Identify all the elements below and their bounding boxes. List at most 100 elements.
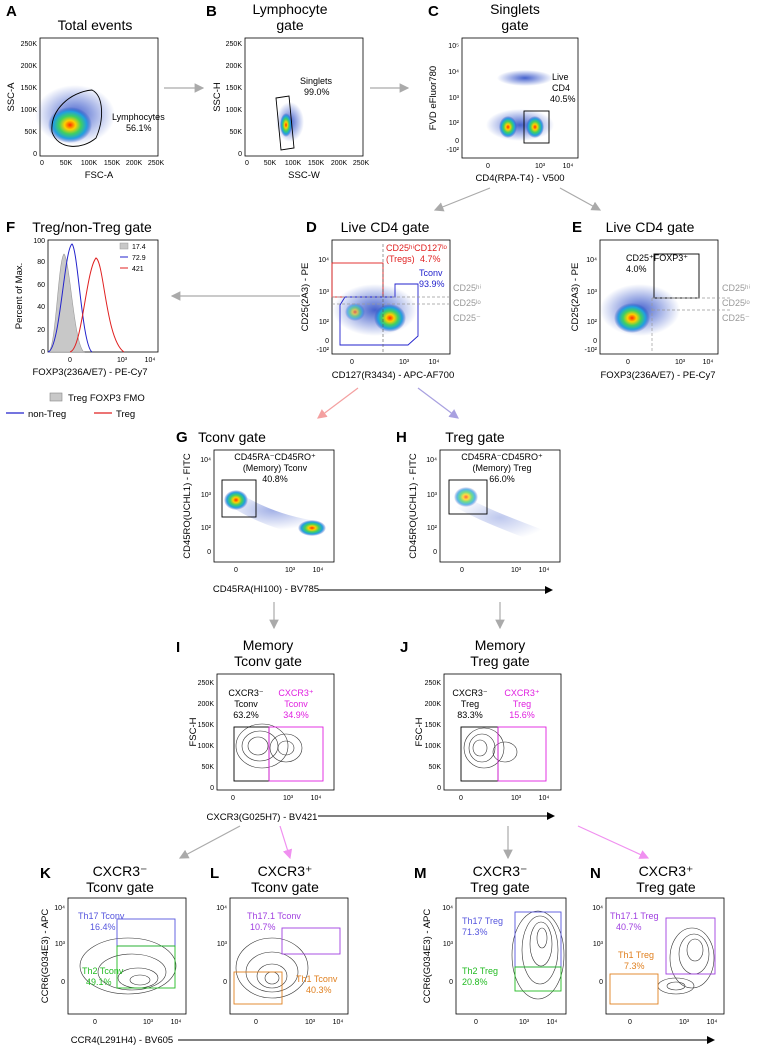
cxcr3-pos-gate (268, 726, 324, 782)
panel-letter: A (6, 3, 17, 20)
tick: 0 (433, 549, 437, 556)
tick: 10⁴ (171, 1019, 182, 1026)
y-axis-label: FVD eFluor780 (428, 66, 439, 130)
tick: 10² (201, 525, 212, 532)
plot-area (605, 897, 725, 1015)
tick: 10³ (443, 941, 454, 948)
gate-pct: 10.7% (250, 922, 276, 932)
gate-label: CXCR3⁺ (504, 688, 540, 698)
gate-label: CD25⁺FOXP3⁺ (626, 253, 688, 263)
gate-label: CD25ʰⁱCD127ˡᵒ (386, 243, 447, 253)
tick: 100K (198, 743, 215, 750)
gate-label: Th17.1 Treg (610, 911, 659, 921)
gate-label-2: Treg (461, 699, 479, 709)
gate-label: CXCR3⁻ (228, 688, 264, 698)
fmo-swatch (119, 242, 129, 250)
density-hotspot (526, 116, 544, 138)
panel-letter: B (206, 3, 217, 20)
y-ticks: 0 50K 100K 150K 200K 250K (198, 680, 215, 792)
tick: 10³ (305, 1019, 316, 1026)
panel-title: CXCR3⁺ (639, 863, 694, 879)
tick: 0 (455, 138, 459, 145)
gate-pct: 66.0% (489, 474, 515, 484)
tick: 150K (104, 160, 121, 167)
tick: 10³ (535, 163, 546, 170)
panel-i: I Memory Tconv gate CXCR3⁻ Tconv 63.2% C… (176, 637, 335, 823)
x-ticks: 0 10³ 10⁴ (231, 795, 321, 802)
panel-letter: G (176, 429, 188, 446)
tick: 10³ (399, 359, 410, 366)
tick: -10² (447, 147, 460, 154)
x-axis-label: FOXP3(236A/E7) - PE-Cy7 (32, 367, 147, 378)
tick: 200K (331, 160, 348, 167)
x-axis-label: FOXP3(236A/E7) - PE-Cy7 (600, 370, 715, 381)
tick: 10⁴ (448, 69, 459, 76)
tick: 0 (325, 338, 329, 345)
y-axis-label: CD25(2A3) - PE (570, 263, 581, 332)
gate-label-2: CD4 (552, 83, 570, 93)
tick: 50K (230, 129, 243, 136)
panel-title: Treg gate (470, 879, 530, 895)
density-hotspot (224, 490, 248, 510)
tick: 250K (21, 41, 38, 48)
tick: 0 (93, 1019, 97, 1026)
memory-treg-gate (448, 479, 488, 515)
side-label: CD25ˡᵒ (722, 298, 750, 308)
legend-label: non-Treg (28, 409, 66, 420)
density-hotspot (48, 107, 92, 143)
tick: 100K (285, 160, 302, 167)
tick: 10³ (519, 1019, 530, 1026)
tick: 0 (238, 151, 242, 158)
flow-arrow-tconv (417, 387, 459, 419)
gate-pct: 99.0% (304, 87, 330, 97)
mfi-value: 421 (132, 266, 144, 273)
tick: 150K (21, 85, 38, 92)
th17-1-gate (281, 927, 341, 955)
singlets-gate (275, 95, 295, 151)
tick: 0 (61, 979, 65, 986)
contour-plot (235, 723, 303, 769)
tick: 0 (626, 359, 630, 366)
x-ticks: 0 10³ 10⁴ (460, 567, 549, 574)
gate-label-2: (Memory) Tconv (243, 463, 308, 473)
gate-pct: 4.0% (626, 264, 647, 274)
density-hotspot (298, 520, 326, 536)
tick: 50K (60, 160, 73, 167)
tick: 100K (425, 743, 442, 750)
mfi-legend: 17.4 72.9 421 (119, 242, 146, 273)
tick: 250K (148, 160, 165, 167)
gate-pct: 4.7% (420, 254, 441, 264)
x-axis-label: CCR4(L291H4) - BV605 (71, 1035, 173, 1046)
tick: 50K (25, 129, 38, 136)
tick: 10³ (117, 357, 128, 364)
tick: 10⁴ (313, 567, 324, 574)
tick: 10³ (283, 795, 294, 802)
x-ticks: 0 10³ 10⁴ (350, 359, 439, 366)
tconv-gate (339, 283, 419, 346)
mfi-value: 72.9 (132, 255, 146, 262)
tick: 10⁴ (707, 1019, 718, 1026)
tick: 10⁴ (333, 1019, 344, 1026)
panel-j: J Memory Treg gate CXCR3⁻ Treg 83.3% CXC… (400, 637, 562, 802)
gate-pct: 49.1% (86, 977, 112, 987)
panel-letter: F (6, 219, 15, 236)
panel-title: CXCR3⁻ (93, 863, 148, 879)
panel-title: Memory (475, 637, 526, 653)
gate-label: Th2 Tconv (82, 966, 124, 976)
density-hotspot (454, 487, 478, 507)
non-treg-histogram (47, 243, 93, 353)
tick: 0 (350, 359, 354, 366)
th17-1-gate (665, 917, 716, 975)
density-hotspot (280, 113, 292, 137)
side-label: CD25ʰⁱ (722, 283, 750, 293)
tick: 50K (202, 764, 215, 771)
y-ticks: 0 10³ 10⁴ (54, 905, 65, 986)
y-axis-label: CCR6(G034E3) - APC (422, 909, 433, 1004)
tick: 250K (353, 160, 370, 167)
panel-title: Total events (58, 17, 133, 33)
gate-label: CD45RA⁻CD45RO⁺ (461, 452, 543, 462)
treg-histogram (69, 257, 125, 353)
tick: 0 (628, 1019, 632, 1026)
memory-tconv-gate (221, 479, 257, 518)
